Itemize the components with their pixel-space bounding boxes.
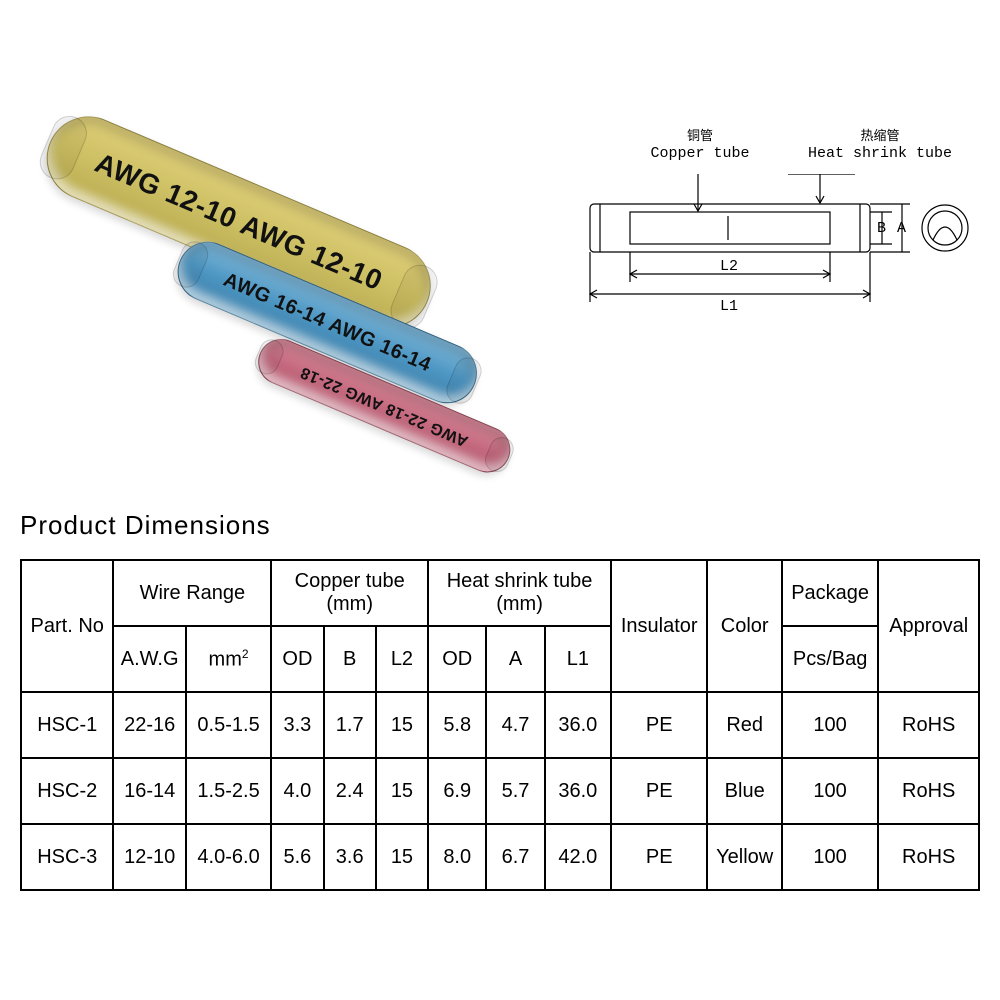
- diagram-svg: B A L2 L1: [570, 174, 970, 344]
- cell-b: 1.7: [324, 692, 376, 758]
- cell-part: HSC-1: [21, 692, 113, 758]
- cell-pkg: 100: [782, 824, 878, 890]
- diagram-heat-cn: 热缩管: [795, 130, 965, 145]
- cell-a: 6.7: [486, 824, 544, 890]
- th-copper-text: Copper tube (mm): [295, 570, 405, 615]
- th-mm2-sup: 2: [242, 647, 249, 661]
- diagram-copper-en: Copper tube: [640, 145, 760, 162]
- cell-ins: PE: [611, 824, 707, 890]
- table-body: HSC-1 22-16 0.5-1.5 3.3 1.7 15 5.8 4.7 3…: [21, 692, 979, 890]
- cell-l1: 42.0: [545, 824, 611, 890]
- dimensions-section: Product Dimensions Part. No Wire Range C…: [20, 510, 980, 891]
- th-mm2: mm2: [186, 626, 271, 692]
- diagram-dim-a: A: [897, 220, 906, 237]
- th-package: Package: [782, 560, 878, 626]
- table-row: HSC-2 16-14 1.5-2.5 4.0 2.4 15 6.9 5.7 3…: [21, 758, 979, 824]
- cell-l2: 15: [376, 824, 428, 890]
- cell-od1: 3.3: [271, 692, 323, 758]
- th-pcs: Pcs/Bag: [782, 626, 878, 692]
- cell-od2: 5.8: [428, 692, 486, 758]
- cell-l1: 36.0: [545, 692, 611, 758]
- th-heat-text: Heat shrink tube (mm): [447, 570, 593, 615]
- diagram-dim-l2: L2: [720, 258, 738, 275]
- cell-color: Yellow: [707, 824, 781, 890]
- th-copper: Copper tube (mm): [271, 560, 428, 626]
- diagram-copper-cn: 铜管: [640, 130, 760, 145]
- cell-part: HSC-3: [21, 824, 113, 890]
- diagram-heat-en: Heat shrink tube: [795, 145, 965, 162]
- cell-awg: 16-14: [113, 758, 185, 824]
- th-part-no: Part. No: [21, 560, 113, 692]
- cell-a: 4.7: [486, 692, 544, 758]
- table-row: HSC-3 12-10 4.0-6.0 5.6 3.6 15 8.0 6.7 4…: [21, 824, 979, 890]
- cell-ins: PE: [611, 758, 707, 824]
- cell-od1: 5.6: [271, 824, 323, 890]
- th-color: Color: [707, 560, 781, 692]
- cell-l1: 36.0: [545, 758, 611, 824]
- cell-awg: 22-16: [113, 692, 185, 758]
- diagram-dim-b: B: [877, 220, 886, 237]
- cell-ins: PE: [611, 692, 707, 758]
- cell-b: 2.4: [324, 758, 376, 824]
- cell-a: 5.7: [486, 758, 544, 824]
- cell-od2: 6.9: [428, 758, 486, 824]
- technical-diagram: 铜管 Copper tube 热缩管 Heat shrink tube: [570, 130, 970, 350]
- th-approval: Approval: [878, 560, 979, 692]
- cell-app: RoHS: [878, 692, 979, 758]
- cell-l2: 15: [376, 692, 428, 758]
- cell-part: HSC-2: [21, 758, 113, 824]
- th-a: A: [486, 626, 544, 692]
- diagram-dim-l1: L1: [720, 298, 738, 315]
- cell-app: RoHS: [878, 824, 979, 890]
- th-od2: OD: [428, 626, 486, 692]
- th-heat: Heat shrink tube (mm): [428, 560, 611, 626]
- cell-od2: 8.0: [428, 824, 486, 890]
- th-mm2-prefix: mm: [209, 648, 242, 670]
- th-l1: L1: [545, 626, 611, 692]
- section-title: Product Dimensions: [20, 510, 980, 541]
- cell-awg: 12-10: [113, 824, 185, 890]
- cell-b: 3.6: [324, 824, 376, 890]
- product-photo: AWG 12-10 AWG 12-10 AWG 16-14 AWG 16-14 …: [40, 60, 510, 430]
- th-insulator: Insulator: [611, 560, 707, 692]
- cell-l2: 15: [376, 758, 428, 824]
- th-b: B: [324, 626, 376, 692]
- diagram-heat-label: 热缩管 Heat shrink tube: [795, 130, 965, 162]
- th-od1: OD: [271, 626, 323, 692]
- cell-pkg: 100: [782, 758, 878, 824]
- cell-mm2: 4.0-6.0: [186, 824, 271, 890]
- diagram-copper-label: 铜管 Copper tube: [640, 130, 760, 162]
- table-row: HSC-1 22-16 0.5-1.5 3.3 1.7 15 5.8 4.7 3…: [21, 692, 979, 758]
- dimensions-table: Part. No Wire Range Copper tube (mm) Hea…: [20, 559, 980, 891]
- th-l2: L2: [376, 626, 428, 692]
- cell-color: Red: [707, 692, 781, 758]
- cell-app: RoHS: [878, 758, 979, 824]
- cell-mm2: 0.5-1.5: [186, 692, 271, 758]
- cell-pkg: 100: [782, 692, 878, 758]
- cell-od1: 4.0: [271, 758, 323, 824]
- cell-color: Blue: [707, 758, 781, 824]
- cell-mm2: 1.5-2.5: [186, 758, 271, 824]
- th-awg: A.W.G: [113, 626, 185, 692]
- th-wire-range: Wire Range: [113, 560, 271, 626]
